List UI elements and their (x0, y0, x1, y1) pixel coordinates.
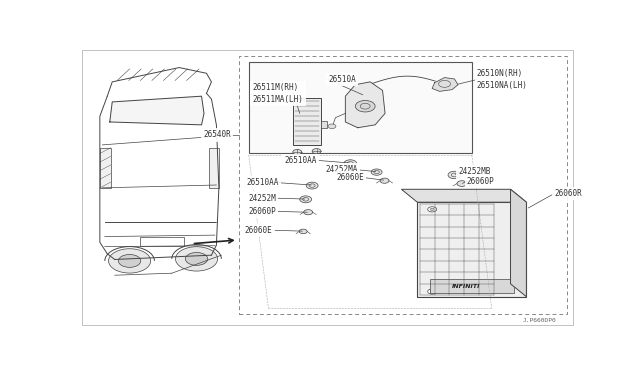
Circle shape (430, 208, 434, 211)
Polygon shape (346, 82, 385, 128)
Text: 26511M(RH)
26511MA(LH): 26511M(RH) 26511MA(LH) (253, 83, 303, 104)
Circle shape (304, 210, 312, 215)
Bar (100, 148, 111, 188)
Circle shape (118, 254, 141, 267)
Text: J.P660DP0: J.P660DP0 (522, 318, 556, 323)
Text: 26060E: 26060E (336, 173, 364, 182)
Text: 26540R: 26540R (203, 130, 231, 140)
Polygon shape (401, 189, 527, 202)
Bar (249, 62, 472, 154)
Text: 26510AA: 26510AA (246, 178, 278, 187)
Circle shape (380, 178, 389, 183)
Bar (140, 237, 184, 246)
Circle shape (515, 208, 520, 211)
Text: 26060E: 26060E (244, 226, 273, 235)
Circle shape (457, 181, 467, 186)
Text: 26060P: 26060P (248, 207, 276, 216)
Bar (429, 279, 514, 293)
Bar (239, 56, 567, 314)
Text: 24252M: 24252M (248, 194, 276, 203)
Circle shape (292, 150, 301, 155)
Bar (321, 121, 326, 128)
Circle shape (109, 249, 150, 273)
Text: 26060P: 26060P (467, 177, 495, 186)
Circle shape (428, 207, 436, 212)
Text: 26510N(RH)
26510NA(LH): 26510N(RH) 26510NA(LH) (477, 69, 527, 90)
Circle shape (448, 171, 461, 179)
Text: 26510AA: 26510AA (285, 156, 317, 165)
Circle shape (344, 160, 356, 167)
Text: 24252MA: 24252MA (325, 165, 358, 174)
Text: 26510A: 26510A (328, 75, 356, 84)
Text: 24252MB: 24252MB (458, 167, 490, 176)
Circle shape (300, 229, 307, 234)
Circle shape (355, 100, 375, 112)
Circle shape (175, 247, 218, 271)
Circle shape (371, 169, 382, 175)
Polygon shape (110, 96, 204, 125)
Text: 26060R: 26060R (554, 189, 582, 198)
Polygon shape (511, 189, 527, 297)
Circle shape (186, 253, 208, 265)
Text: INFINITI: INFINITI (452, 283, 480, 289)
Bar (417, 202, 526, 297)
Circle shape (430, 291, 434, 293)
Circle shape (306, 182, 318, 189)
Polygon shape (432, 78, 458, 92)
Circle shape (428, 289, 436, 294)
Circle shape (312, 149, 321, 154)
Bar (209, 148, 219, 188)
Circle shape (300, 196, 312, 203)
Circle shape (328, 124, 336, 129)
Bar (293, 97, 321, 145)
Circle shape (513, 207, 522, 212)
